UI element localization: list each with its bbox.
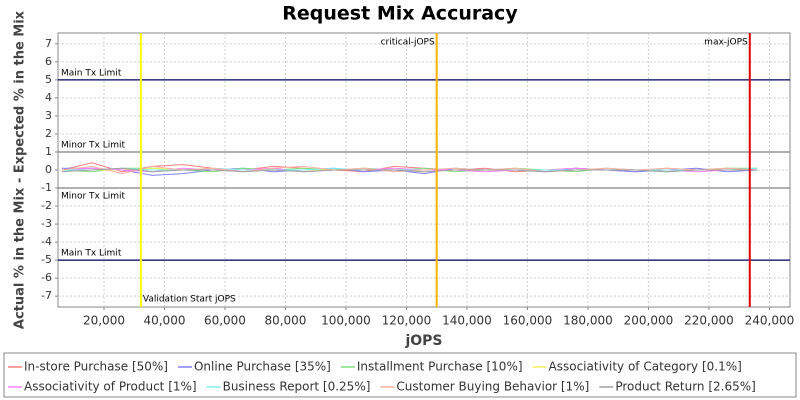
marker-label: critical-jOPS: [381, 38, 435, 48]
x-tick-label: 140,000: [442, 314, 492, 328]
legend-label: Business Report [0.25%]: [223, 380, 371, 394]
y-tick-label: 6: [45, 55, 52, 68]
x-tick-label: 60,000: [204, 314, 246, 328]
limit-label: Main Tx Limit: [61, 68, 122, 78]
x-axis-label: jOPS: [404, 333, 442, 349]
legend-box: [3, 352, 797, 398]
y-tick-label: 1: [45, 145, 52, 158]
y-tick-label: -1: [41, 181, 52, 194]
y-tick-label: 0: [45, 163, 52, 176]
y-tick-label: -7: [41, 289, 52, 302]
legend-label: Customer Buying Behavior [1%]: [396, 380, 589, 394]
legend-label: Associativity of Product [1%]: [24, 380, 197, 394]
y-axis-label: Actual % in the Mix - Expected % in the …: [13, 10, 28, 329]
y-tick-label: 4: [45, 91, 52, 104]
series-line: [61, 167, 758, 173]
limit-label: Minor Tx Limit: [61, 140, 126, 150]
y-tick-label: 7: [45, 37, 52, 50]
y-tick-label: 5: [45, 73, 52, 86]
limit-label: Minor Tx Limit: [61, 192, 126, 202]
y-tick-label: -4: [41, 235, 52, 248]
x-tick-label: 160,000: [503, 314, 553, 328]
x-tick-label: 180,000: [563, 314, 613, 328]
legend-label: Installment Purchase [10%]: [357, 360, 523, 374]
x-tick-label: 80,000: [264, 314, 306, 328]
series-line: [61, 167, 758, 176]
legend-label: Product Return [2.65%]: [615, 380, 756, 394]
limit-label: Main Tx Limit: [61, 249, 122, 259]
y-tick-label: 3: [45, 109, 52, 122]
marker-label: Validation Start jOPS: [143, 295, 236, 305]
x-tick-label: 200,000: [624, 314, 674, 328]
x-tick-label: 20,000: [83, 314, 125, 328]
chart-title: Request Mix Accuracy: [282, 3, 518, 25]
legend-label: Online Purchase [35%]: [194, 360, 331, 374]
y-tick-label: -2: [41, 199, 52, 212]
y-tick-label: -6: [41, 271, 52, 284]
x-tick-label: 40,000: [143, 314, 185, 328]
x-tick-label: 240,000: [745, 314, 795, 328]
y-tick-label: 2: [45, 127, 52, 140]
legend-label: In-store Purchase [50%]: [24, 360, 168, 374]
x-tick-label: 120,000: [382, 314, 432, 328]
y-tick-label: -3: [41, 217, 52, 230]
marker-label: max-jOPS: [704, 38, 748, 48]
legend-label: Associativity of Category [0.1%]: [549, 360, 742, 374]
y-tick-label: -5: [41, 253, 52, 266]
x-tick-label: 100,000: [321, 314, 371, 328]
x-tick-label: 220,000: [684, 314, 734, 328]
